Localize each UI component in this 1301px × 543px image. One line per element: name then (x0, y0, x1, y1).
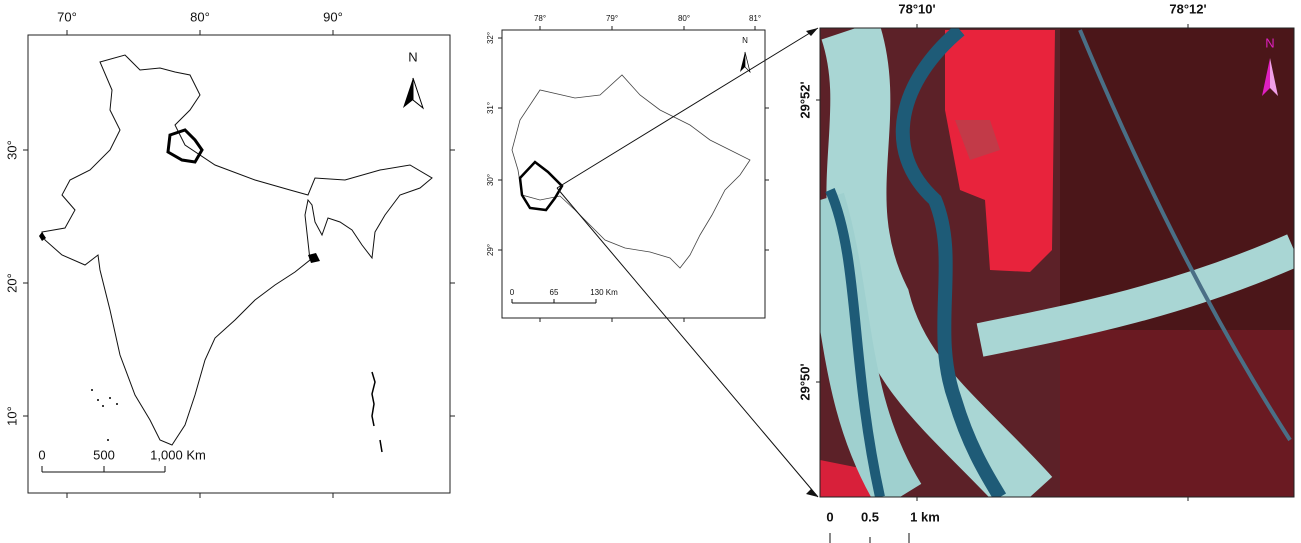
longitude-label: 80° (678, 14, 690, 23)
map-frame (28, 35, 450, 493)
north-label: N (408, 49, 417, 64)
connector-line (557, 28, 818, 497)
latitude-label: 29°52' (797, 81, 812, 118)
longitude-label: 78° (534, 14, 546, 23)
india-map: N 70° 80° 90° 30° 20° 10° 0 500 1,000 Km (4, 9, 455, 498)
state-map: N 78° 79° 80° 81° 32° 31° 30° 29° 0 65 1… (486, 14, 769, 322)
longitude-label: 78°10' (898, 1, 935, 16)
longitude-label: 80° (190, 9, 210, 24)
north-label: N (742, 36, 748, 45)
longitude-label: 79° (606, 14, 618, 23)
scale-label: 0.5 (861, 509, 879, 524)
uttarakhand-highlight (168, 130, 202, 162)
latitude-label: 32° (486, 32, 495, 44)
scale-label: 130 Km (590, 288, 618, 297)
longitude-label: 90° (323, 9, 343, 24)
scale-label: 1 km (910, 509, 940, 524)
scale-label: 65 (550, 288, 559, 297)
scale-label: 0 (38, 447, 45, 462)
map-frame (502, 30, 765, 318)
latitude-label: 29° (486, 244, 495, 256)
north-label: N (1265, 35, 1274, 50)
latitude-label: 30° (4, 140, 19, 160)
district-highlight (520, 162, 562, 210)
longitude-label: 81° (749, 14, 761, 23)
longitude-label: 70° (57, 9, 77, 24)
latitude-label: 29°50' (797, 363, 812, 400)
latitude-label: 20° (4, 273, 19, 293)
scale-label: 0 (510, 288, 515, 297)
satellite-image: N 78°10' 78°12' 29°52' 29°50' 0 0.5 1 km (797, 1, 1294, 543)
latitude-label: 10° (4, 406, 19, 426)
latitude-label: 30° (486, 174, 495, 186)
scale-label: 500 (93, 447, 115, 462)
latitude-label: 31° (486, 102, 495, 114)
scale-label: 1,000 Km (150, 447, 206, 462)
longitude-label: 78°12' (1169, 1, 1206, 16)
scale-label: 0 (826, 509, 833, 524)
figure: N 70° 80° 90° 30° 20° 10° 0 500 1,000 Km… (0, 0, 1301, 543)
